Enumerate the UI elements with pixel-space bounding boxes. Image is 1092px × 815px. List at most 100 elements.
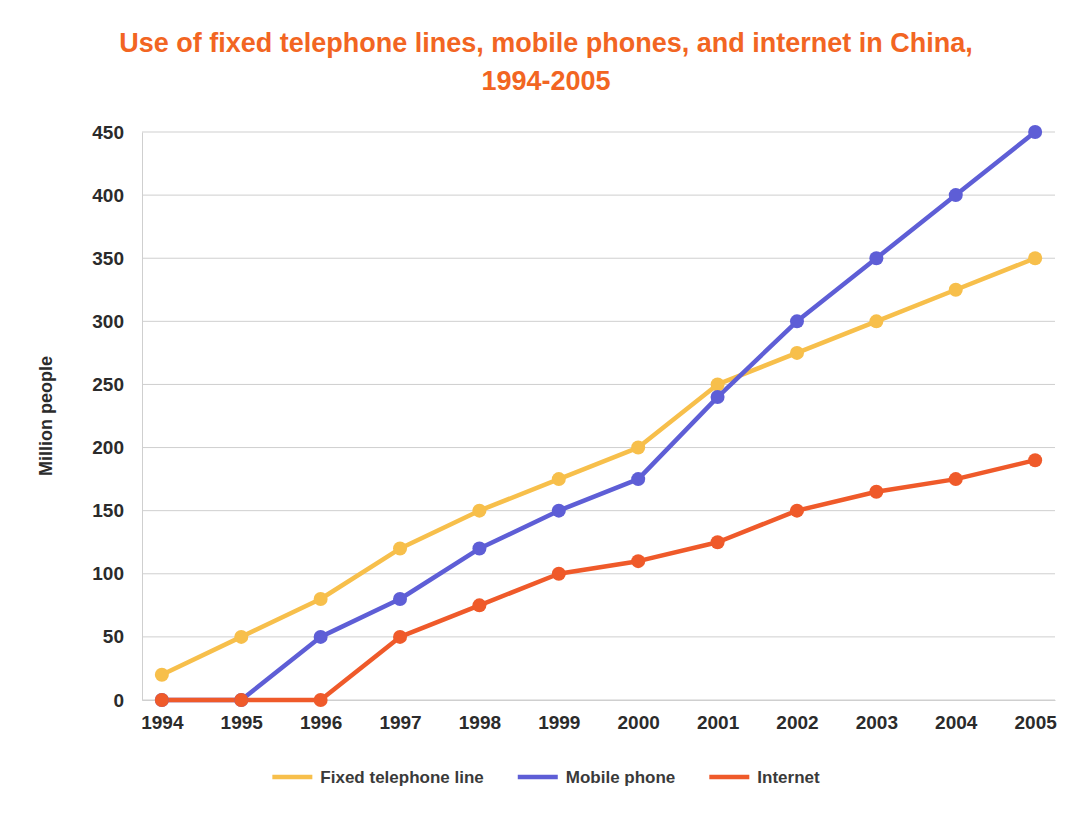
- grid-line: [142, 132, 1055, 133]
- y-tick: 200: [92, 437, 142, 458]
- grid-line: [142, 510, 1055, 511]
- point: [234, 693, 248, 707]
- x-tick-label: 2004: [935, 712, 978, 733]
- y-tick: 300: [92, 311, 142, 332]
- point: [631, 441, 645, 455]
- grid-line: [142, 195, 1055, 196]
- point: [234, 693, 248, 707]
- grid-line: [142, 258, 1055, 259]
- point: [314, 592, 328, 606]
- y-tick-label: 150: [92, 500, 124, 521]
- legend: Fixed telephone line Mobile phone Internet: [272, 768, 820, 787]
- x-tick: 2001: [697, 712, 740, 733]
- y-tick-label: 50: [103, 626, 124, 647]
- point: [949, 472, 963, 486]
- series-line: [162, 132, 1035, 700]
- point: [1028, 125, 1042, 139]
- series-line: [162, 460, 1035, 700]
- point: [314, 693, 328, 707]
- x-tick: 1996: [300, 712, 342, 733]
- point: [472, 542, 486, 556]
- x-tick-label: 1996: [300, 712, 342, 733]
- x-tick: 1997: [379, 712, 421, 733]
- point: [631, 554, 645, 568]
- y-tick: 50: [103, 626, 142, 647]
- y-tick-label: 200: [92, 437, 124, 458]
- point: [155, 693, 169, 707]
- grid-line: [142, 573, 1055, 574]
- legend-label: Internet: [757, 768, 820, 787]
- x-tick: 2000: [618, 712, 660, 733]
- y-axis-line: [142, 133, 143, 701]
- x-tick-label: 1994: [141, 712, 184, 733]
- title-line: Use of fixed telephone lines, mobile pho…: [119, 28, 973, 58]
- x-tick-label: 2005: [1015, 712, 1058, 733]
- y-axis: 0 50 100 150 200 250 300 350 400 450: [92, 122, 142, 711]
- legend-label: Mobile phone: [566, 768, 676, 787]
- point: [711, 390, 725, 404]
- plot-area: [155, 125, 1042, 707]
- x-tick: 1994: [141, 712, 184, 733]
- y-tick: 450: [92, 122, 142, 143]
- point: [393, 592, 407, 606]
- point: [314, 630, 328, 644]
- y-tick-label: 350: [92, 248, 124, 269]
- x-tick: 2004: [935, 712, 978, 733]
- point: [393, 542, 407, 556]
- point: [631, 472, 645, 486]
- point: [949, 283, 963, 297]
- point: [155, 668, 169, 682]
- y-tick-label: 100: [92, 563, 124, 584]
- y-axis-title: Million people: [36, 356, 56, 476]
- y-tick: 350: [92, 248, 142, 269]
- grid: [142, 132, 1055, 700]
- x-tick-label: 1997: [379, 712, 421, 733]
- point: [790, 346, 804, 360]
- series-markers: [155, 251, 1042, 682]
- y-tick-label: 400: [92, 185, 124, 206]
- legend-swatch: [709, 775, 749, 780]
- y-tick: 150: [92, 500, 142, 521]
- x-tick: 2003: [856, 712, 898, 733]
- point: [472, 598, 486, 612]
- y-tick-label: 0: [113, 690, 124, 711]
- series-markers: [155, 453, 1042, 707]
- point: [869, 485, 883, 499]
- point: [869, 251, 883, 265]
- x-tick: 2005: [1015, 712, 1058, 733]
- point: [234, 630, 248, 644]
- x-tick-label: 2002: [776, 712, 818, 733]
- grid-line: [142, 384, 1055, 385]
- x-tick: 1999: [538, 712, 580, 733]
- legend-swatch: [272, 775, 312, 780]
- y-tick-label: 250: [92, 374, 124, 395]
- y-tick: 0: [113, 690, 142, 711]
- grid-line: [142, 447, 1055, 448]
- point: [1028, 453, 1042, 467]
- point: [711, 535, 725, 549]
- point: [711, 377, 725, 391]
- point: [552, 567, 566, 581]
- grid-line: [142, 636, 1055, 637]
- point: [949, 188, 963, 202]
- y-tick: 100: [92, 563, 142, 584]
- legend-item: Fixed telephone line: [272, 768, 483, 787]
- x-tick-label: 2001: [697, 712, 740, 733]
- point: [1028, 251, 1042, 265]
- background: [0, 0, 1092, 815]
- point: [155, 693, 169, 707]
- point: [472, 504, 486, 518]
- y-tick: 400: [92, 185, 142, 206]
- x-tick: 1995: [221, 712, 264, 733]
- legend-label: Fixed telephone line: [320, 768, 483, 787]
- point: [393, 630, 407, 644]
- x-tick-label: 1998: [459, 712, 501, 733]
- chart: Use of fixed telephone lines, mobile pho…: [0, 0, 1092, 815]
- x-tick: 1998: [459, 712, 501, 733]
- x-tick-label: 1999: [538, 712, 580, 733]
- x-tick-label: 2000: [618, 712, 660, 733]
- x-tick-label: 1995: [221, 712, 264, 733]
- series-line: [162, 258, 1035, 675]
- y-tick-label: 450: [92, 122, 124, 143]
- legend-swatch: [518, 775, 558, 780]
